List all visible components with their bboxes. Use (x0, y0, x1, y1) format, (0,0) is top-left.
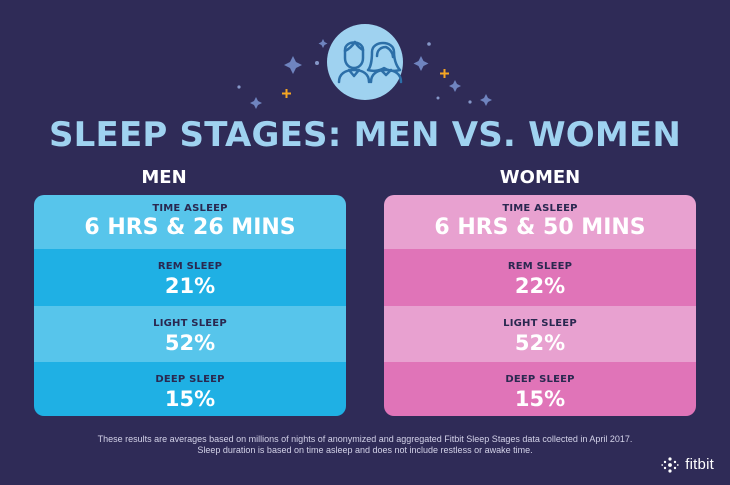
women-rem-sleep-row: REM SLEEP 22% (384, 249, 696, 306)
stat-value: 6 HRS & 26 MINS (84, 215, 296, 240)
stat-value: 6 HRS & 50 MINS (434, 215, 646, 240)
star-dot (315, 61, 319, 65)
stat-label: TIME ASLEEP (152, 203, 228, 214)
stat-label: LIGHT SLEEP (153, 318, 227, 329)
stat-value: 15% (164, 387, 216, 411)
men-rem-sleep-row: REM SLEEP 21% (34, 249, 346, 306)
page-title: SLEEP STAGES: MEN VS. WOMEN (49, 115, 681, 155)
stat-value: 52% (514, 331, 566, 355)
man-and-woman-icon (327, 24, 403, 100)
stat-value: 15% (514, 387, 566, 411)
women-deep-sleep-row: DEEP SLEEP 15% (384, 362, 696, 416)
sparkle-icon (250, 97, 262, 109)
stat-value: 21% (164, 274, 216, 298)
sparkle-icon (318, 39, 328, 48)
star-dot (427, 42, 431, 46)
plus-sparkle-icon (440, 69, 449, 78)
footnote: These results are averages based on mill… (0, 434, 730, 456)
women-time-asleep-row: TIME ASLEEP 6 HRS & 50 MINS (384, 195, 696, 249)
sparkle-icon (480, 94, 492, 106)
stat-label: REM SLEEP (507, 261, 573, 272)
fitbit-wordmark: fitbit (685, 456, 714, 473)
sparkle-icon (413, 56, 429, 71)
stat-label: REM SLEEP (157, 261, 223, 272)
footnote-line-1: These results are averages based on mill… (97, 434, 633, 444)
men-stats-card: TIME ASLEEP 6 HRS & 26 MINS REM SLEEP 21… (34, 195, 346, 416)
fitbit-brand: fitbit (661, 455, 714, 475)
sparkle-icon (449, 80, 461, 92)
star-dot (237, 85, 241, 89)
stat-value: 52% (164, 331, 216, 355)
stat-label: TIME ASLEEP (502, 203, 578, 214)
women-stats-card: TIME ASLEEP 6 HRS & 50 MINS REM SLEEP 22… (384, 195, 696, 416)
stat-label: LIGHT SLEEP (503, 318, 577, 329)
footnote-line-2: Sleep duration is based on time asleep a… (197, 445, 533, 455)
plus-sparkle-icon (282, 89, 291, 98)
night-sky-illustration (237, 24, 492, 109)
men-time-asleep-row: TIME ASLEEP 6 HRS & 26 MINS (34, 195, 346, 249)
fitbit-logo-icon (661, 457, 679, 473)
sparkle-icon (284, 56, 302, 74)
men-light-sleep-row: LIGHT SLEEP 52% (34, 306, 346, 362)
star-dot (468, 100, 472, 104)
women-heading: WOMEN (499, 167, 581, 188)
men-heading: MEN (141, 167, 187, 188)
women-light-sleep-row: LIGHT SLEEP 52% (384, 306, 696, 362)
stat-label: DEEP SLEEP (155, 374, 225, 385)
stat-label: DEEP SLEEP (505, 374, 575, 385)
stat-value: 22% (514, 274, 566, 298)
men-deep-sleep-row: DEEP SLEEP 15% (34, 362, 346, 416)
star-dot (436, 96, 440, 100)
